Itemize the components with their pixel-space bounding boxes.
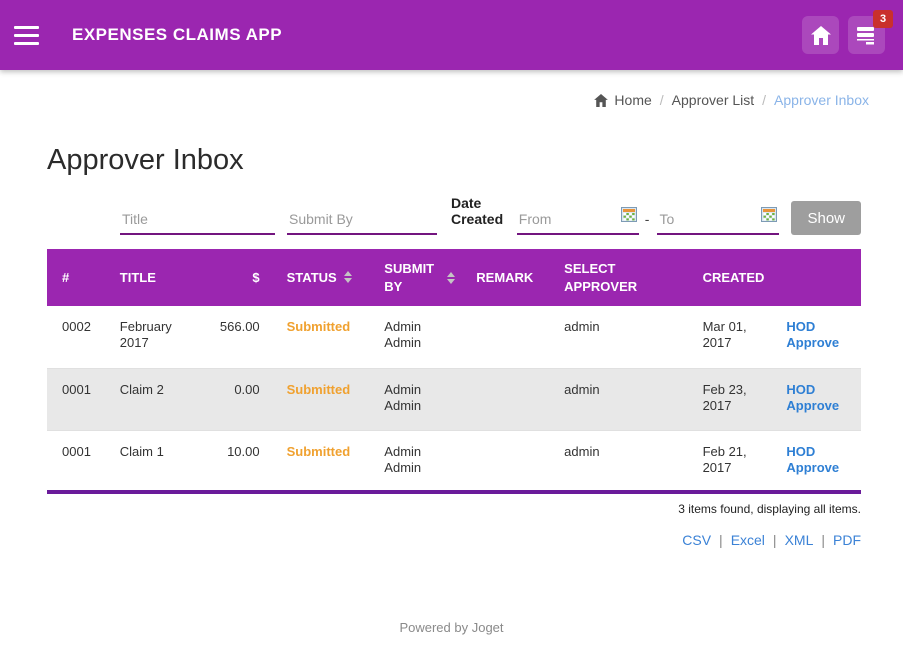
cell-submit-by: Admin Admin <box>384 443 422 475</box>
cell-action: HOD Approve <box>771 306 861 369</box>
breadcrumb: Home / Approver List / Approver Inbox <box>0 70 903 108</box>
breadcrumb-approver-list[interactable]: Approver List <box>671 92 755 108</box>
sort-icon[interactable] <box>343 271 352 284</box>
powered-by-text: Powered by Joget <box>399 620 504 635</box>
cell-created: Feb 21, 2017 <box>702 443 747 475</box>
breadcrumb-separator: / <box>659 92 664 108</box>
cell-submit-by: Admin Admin <box>369 368 462 431</box>
export-separator: | <box>719 532 723 548</box>
cell-created: Feb 23, 2017 <box>687 368 772 431</box>
date-to-input[interactable] <box>657 207 780 235</box>
date-from-field <box>516 206 639 235</box>
export-csv-link[interactable]: CSV <box>682 532 712 548</box>
export-excel-link[interactable]: Excel <box>730 532 765 548</box>
cell-amount: 0.00 <box>204 368 272 431</box>
notification-badge: 3 <box>873 10 893 28</box>
date-from-input[interactable] <box>516 207 639 235</box>
breadcrumb-home-icon <box>594 93 609 107</box>
export-xml-link[interactable]: XML <box>784 532 814 548</box>
export-pdf-link[interactable]: PDF <box>833 532 861 548</box>
title-filter-input[interactable] <box>120 207 275 235</box>
cell-submit-by: Admin Admin <box>369 306 462 369</box>
breadcrumb-home[interactable]: Home <box>614 92 652 108</box>
app-title: EXPENSES CLAIMS APP <box>72 25 283 44</box>
sort-icon[interactable] <box>447 271 456 284</box>
cell-select-approver: admin <box>564 443 600 459</box>
cell-select-approver: admin <box>549 306 688 369</box>
cell-number: 0001 <box>47 368 105 431</box>
menu-icon[interactable] <box>12 14 54 56</box>
export-separator: | <box>821 532 825 548</box>
cell-amount: 566.00 <box>204 306 272 369</box>
inbox-button[interactable]: 3 <box>848 10 893 54</box>
cell-action: HOD Approve <box>771 368 861 431</box>
breadcrumb-current: Approver Inbox <box>774 92 869 108</box>
claims-table: # TITLE $ STATUS SUBMIT BY REMARK SELE <box>47 249 861 494</box>
items-summary: 3 items found, displaying all items. <box>678 502 861 516</box>
app-header: EXPENSES CLAIMS APP 3 <box>0 0 903 70</box>
col-amount: $ <box>204 249 272 306</box>
inbox-icon <box>856 26 877 45</box>
main-content: Approver Inbox Date Created - <box>0 144 903 548</box>
col-title: TITLE <box>104 249 205 306</box>
calendar-icon[interactable] <box>620 206 637 227</box>
table-row: 0001 Claim 2 0.00 Submitted Admin Admin … <box>47 368 861 431</box>
col-created: CREATED <box>687 249 772 306</box>
hod-approve-link[interactable]: HOD Approve <box>786 443 840 475</box>
show-button[interactable]: Show <box>791 201 861 235</box>
cell-amount: 10.00 <box>227 443 260 459</box>
table-header-row: # TITLE $ STATUS SUBMIT BY REMARK SELE <box>47 249 861 306</box>
cell-status: Submitted <box>271 368 370 431</box>
export-separator: | <box>772 532 777 548</box>
hod-approve-link[interactable]: HOD Approve <box>786 381 840 413</box>
col-status[interactable]: STATUS <box>271 249 370 306</box>
cell-action: HOD Approve <box>771 430 861 492</box>
cell-title: Claim 1 <box>119 443 164 459</box>
page-title: Approver Inbox <box>47 144 244 176</box>
filter-row: Date Created - <box>120 195 861 235</box>
cell-remark <box>461 368 550 431</box>
cell-created: Mar 01, 2017 <box>687 306 772 369</box>
calendar-icon[interactable] <box>761 206 778 227</box>
breadcrumb-separator: / <box>762 92 767 108</box>
cell-title: February 2017 <box>104 306 205 369</box>
table-row: 0001 Claim 1 10.00 Submitted Admin Admin… <box>47 430 861 492</box>
col-submit-by[interactable]: SUBMIT BY <box>369 249 462 306</box>
col-number: # <box>47 249 105 306</box>
date-to-field <box>657 206 780 235</box>
hod-approve-link[interactable]: HOD Approve <box>786 319 840 351</box>
home-button[interactable] <box>802 16 839 54</box>
cell-remark <box>461 306 550 369</box>
cell-title: Claim 2 <box>104 368 205 431</box>
col-select-approver: SELECT APPROVER <box>549 249 688 306</box>
date-created-label: Date Created <box>451 195 504 227</box>
date-range-separator: - <box>644 211 650 227</box>
cell-number: 0002 <box>47 306 105 369</box>
home-icon <box>810 25 831 45</box>
table-row: 0002 February 2017 566.00 Submitted Admi… <box>47 306 861 369</box>
col-remark: REMARK <box>461 249 550 306</box>
cell-status: Submitted <box>271 306 370 369</box>
submit-by-filter-input[interactable] <box>287 207 437 235</box>
export-links: CSV | Excel | XML | PDF <box>47 532 861 548</box>
cell-status: Submitted <box>286 443 351 459</box>
col-action <box>771 249 861 306</box>
cell-number: 0001 <box>62 443 91 459</box>
cell-remark <box>461 430 549 492</box>
cell-select-approver: admin <box>549 368 688 431</box>
appbar-actions: 3 <box>802 10 893 54</box>
